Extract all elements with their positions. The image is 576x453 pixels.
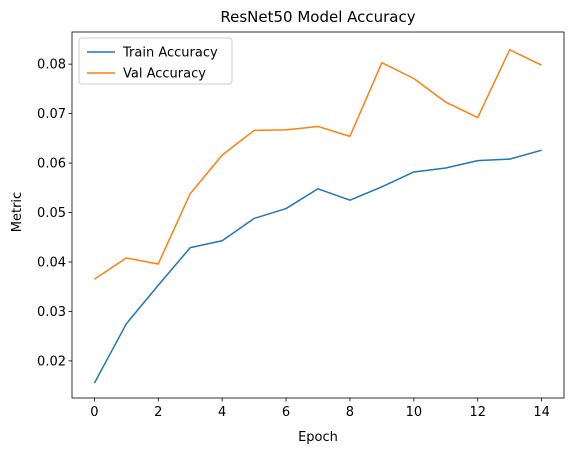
- y-axis-label: Metric: [10, 192, 25, 232]
- y-tick-label: 0.07: [37, 107, 66, 122]
- x-tick-label: 12: [469, 405, 486, 420]
- y-tick-label: 0.04: [37, 255, 66, 270]
- plot-area: 0 2 4 6 8 10 12 14 0.02 0.03 0.04 0.05 0.06 0.07 0.08 T…: [37, 31, 565, 420]
- x-tick-label: 6: [282, 405, 290, 420]
- x-tick-label: 4: [218, 405, 226, 420]
- series-line-train-accuracy: [93, 149, 542, 384]
- x-tick-label: 10: [406, 405, 423, 420]
- x-tick-label: 2: [154, 405, 162, 420]
- x-axis-label: Epoch: [298, 430, 338, 445]
- legend-box: [78, 37, 233, 85]
- y-tick-label: 0.06: [37, 157, 66, 172]
- chart-title: ResNet50 Model Accuracy: [220, 8, 415, 26]
- axes-frame: [71, 31, 565, 399]
- y-tick-label: 0.08: [37, 58, 66, 73]
- y-tick-label: 0.02: [37, 354, 66, 369]
- x-tick-label: 0: [90, 405, 98, 420]
- y-tick-label: 0.03: [37, 305, 66, 320]
- legend-label: Train Accuracy: [122, 46, 218, 61]
- y-tick-label: 0.05: [37, 206, 66, 221]
- x-tick-label: 8: [346, 405, 354, 420]
- series-line-val-accuracy: [93, 49, 542, 280]
- x-tick-label: 14: [533, 405, 550, 420]
- legend-label: Val Accuracy: [123, 67, 206, 82]
